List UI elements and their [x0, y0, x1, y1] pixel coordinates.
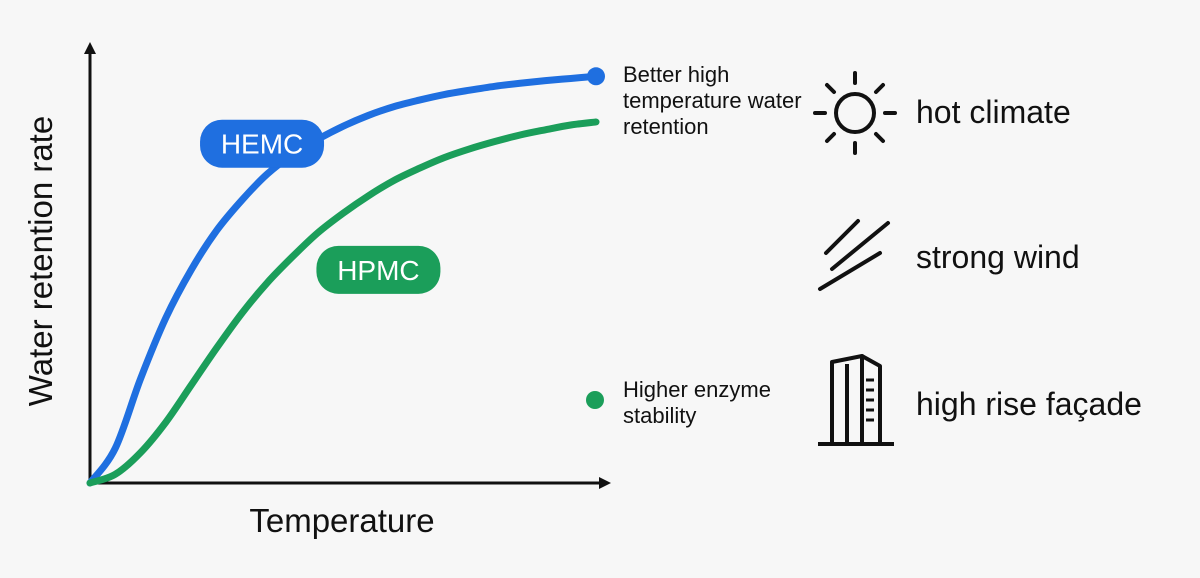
- wind-icon: [818, 219, 890, 291]
- legend-label-strong-wind: strong wind: [916, 239, 1080, 275]
- hpmc-marker-dot: [586, 391, 604, 409]
- series-label-pill-hpmc: [316, 245, 441, 294]
- x-axis-title: Temperature: [249, 502, 434, 539]
- legend-label-high-rise-facade: high rise façade: [916, 386, 1142, 422]
- series-label-text-hpmc: HPMC: [337, 255, 419, 286]
- y-axis-title: Water retention rate: [22, 116, 59, 406]
- series-endpoint-hemc: [587, 67, 605, 86]
- legend-label-hot-climate: hot climate: [916, 94, 1071, 130]
- series-label-hpmc: HPMC: [316, 245, 441, 294]
- series-line-hpmc: [86, 118, 600, 487]
- sun-icon: [813, 71, 897, 155]
- hemc-annotation: Better high temperature water retention: [623, 62, 802, 139]
- series-label-text-hemc: HEMC: [221, 129, 303, 160]
- building-icon: [818, 354, 894, 446]
- series-line-hemc: [86, 72, 600, 487]
- series-label-pill-hemc: [200, 119, 325, 168]
- series-label-hemc: HEMC: [200, 119, 325, 168]
- hpmc-annotation: Higher enzyme stability: [623, 377, 771, 428]
